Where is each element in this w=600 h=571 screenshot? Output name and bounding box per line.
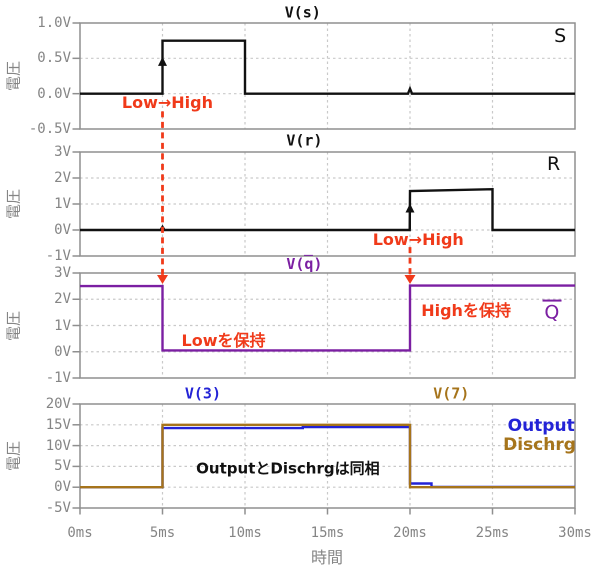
legend-output: Output: [507, 416, 575, 437]
plot-title-v-3: V(3): [184, 384, 221, 403]
y-tick-label: -1V: [45, 247, 71, 264]
legend-dischrg: Dischrg: [503, 435, 576, 456]
y-tick-label: -5V: [45, 499, 71, 516]
x-tick-label: 0ms: [67, 524, 93, 541]
annotation-output-dischrg-same-phase: OutputとDischrgは同相: [196, 459, 380, 478]
plot-title-v-r: V(r): [286, 131, 323, 150]
signal-label-s: S: [554, 25, 567, 48]
y-axis-label: 電圧: [4, 188, 23, 220]
x-tick-label: 30ms: [558, 524, 592, 541]
cause-effect-arrow-reset-head: [404, 275, 416, 285]
x-tick-label: 15ms: [310, 524, 345, 541]
y-axis-label: 電圧: [4, 310, 23, 341]
y-tick-label: -1V: [45, 369, 71, 386]
y-tick-label: -0.5V: [28, 120, 71, 137]
x-axis-label: 時間: [310, 547, 344, 567]
y-tick-label: 0V: [54, 221, 71, 238]
plot-title-v-7: V(7): [433, 384, 470, 403]
y-tick-label: 3V: [54, 264, 71, 281]
series-v-3: [80, 425, 575, 489]
y-tick-label: 2V: [54, 291, 71, 308]
y-axis-label: 電圧: [4, 60, 23, 92]
y-tick-label: 1V: [54, 317, 71, 334]
y-tick-label: 2V: [54, 169, 71, 186]
x-tick-label: 20ms: [393, 524, 427, 541]
y-tick-label: 1.0V: [37, 14, 71, 31]
plot-title-v-s: V(s): [284, 3, 321, 22]
annotation-qbar-hold-low: Lowを保持: [181, 330, 266, 350]
annotation-r-low-to-high: Low→High: [372, 229, 464, 249]
y-tick-label: 0.5V: [37, 50, 71, 67]
signal-label-q: Q: [542, 299, 562, 324]
s-rising-edge-arrow-head: [158, 56, 167, 66]
cause-effect-arrow-set-head: [157, 275, 168, 285]
x-tick-label: 10ms: [228, 524, 262, 541]
y-tick-label: 10V: [45, 437, 71, 454]
plot-frame: [79, 22, 576, 130]
signal-label-r: R: [546, 153, 561, 176]
plot-title-v-q: V(q): [286, 254, 323, 273]
y-tick-label: 0V: [54, 479, 71, 496]
y-tick-label: 3V: [54, 143, 71, 160]
y-tick-label: 1V: [54, 195, 71, 212]
y-tick-label: 20V: [45, 395, 71, 412]
x-tick-label: 25ms: [475, 524, 510, 541]
annotation-s-low-to-high: Low→High: [121, 92, 213, 112]
y-tick-label: 0V: [54, 343, 71, 360]
series-v-7: [80, 423, 575, 489]
y-tick-label: 0.0V: [37, 85, 71, 102]
series-v-q: [80, 284, 575, 352]
r-rising-edge-arrow-head: [405, 203, 415, 213]
y-tick-label: 15V: [45, 416, 71, 433]
y-tick-label: 5V: [54, 458, 71, 475]
y-axis-label: 電圧: [4, 440, 23, 472]
annotation-qbar-hold-high: Highを保持: [421, 300, 511, 320]
x-tick-label: 5ms: [149, 524, 176, 541]
